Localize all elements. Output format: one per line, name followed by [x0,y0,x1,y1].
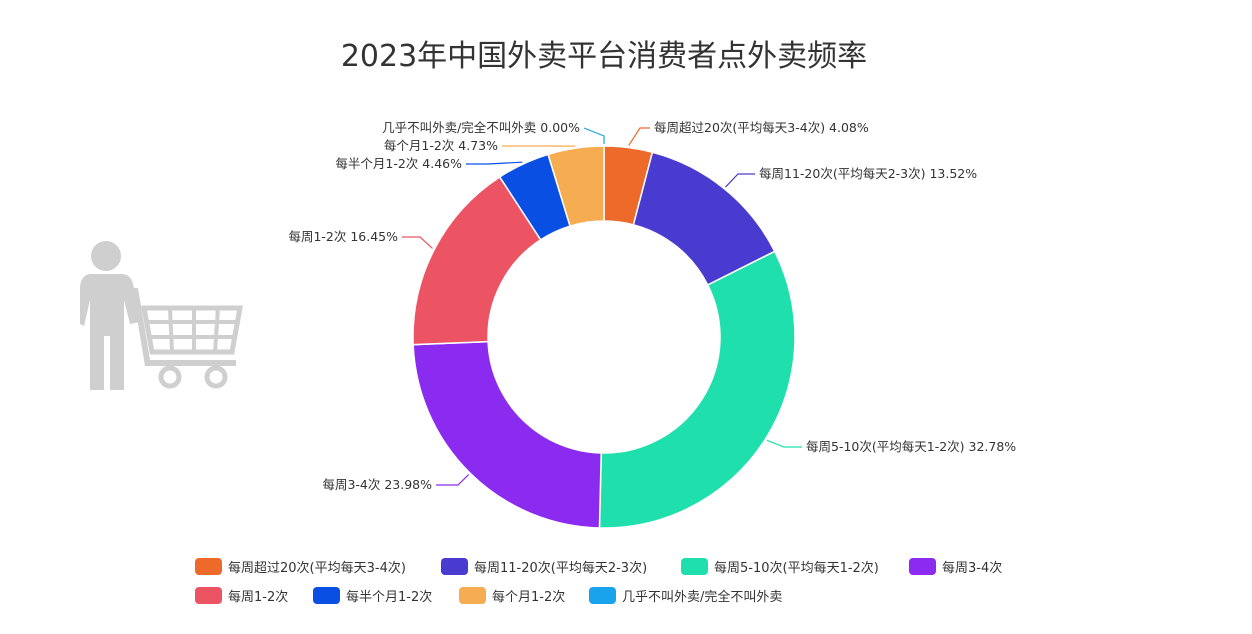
leader-line-8 [583,127,605,144]
legend-item-4[interactable]: 每周3-4次 [909,558,1002,576]
legend-swatch [195,587,222,604]
legend-label: 每半个月1-2次 [346,589,432,605]
person-with-shopping-cart-icon [80,241,243,390]
legend-item-6[interactable]: 每半个月1-2次 [313,587,432,605]
legend-item-1[interactable]: 每周超过20次(平均每天3-4次) [195,558,406,576]
slice-label-6: 每半个月1-2次 4.46% [335,156,462,171]
legend-label: 每周超过20次(平均每天3-4次) [228,560,406,576]
leader-line-4 [436,474,470,486]
leader-line-2 [725,173,755,188]
legend-label: 几乎不叫外卖/完全不叫外卖 [622,589,782,605]
leader-line-1 [628,127,650,146]
legend-label: 每周11-20次(平均每天2-3次) [474,560,647,576]
chart-title: 2023年中国外卖平台消费者点外卖频率 [341,39,867,74]
slice-label-8: 几乎不叫外卖/完全不叫外卖 0.00% [382,120,580,135]
pie-slice-4[interactable] [412,340,602,529]
leader-line-3 [766,439,802,448]
legend-item-2[interactable]: 每周11-20次(平均每天2-3次) [441,558,647,576]
legend-swatch [681,558,708,575]
legend-item-5[interactable]: 每周1-2次 [195,587,288,605]
legend-item-3[interactable]: 每周5-10次(平均每天1-2次) [681,558,879,576]
legend-swatch [459,587,486,604]
legend-swatch [313,587,340,604]
slice-label-5: 每周1-2次 16.45% [288,229,398,244]
legend-label: 每周1-2次 [228,589,288,605]
legend-label: 每周3-4次 [942,560,1002,576]
slice-label-3: 每周5-10次(平均每天1-2次) 32.78% [806,439,1016,454]
pie-slice-7[interactable] [547,145,605,228]
legend-item-8[interactable]: 几乎不叫外卖/完全不叫外卖 [589,587,782,605]
legend-swatch [441,558,468,575]
leader-line-5 [402,236,433,249]
legend-label: 每周5-10次(平均每天1-2次) [714,560,879,576]
pie-slice-3[interactable] [598,250,796,529]
slice-label-1: 每周超过20次(平均每天3-4次) 4.08% [654,120,869,135]
legend-swatch [195,558,222,575]
leader-line-6 [466,161,523,165]
slice-label-2: 每周11-20次(平均每天2-3次) 13.52% [759,166,977,181]
legend-swatch [909,558,936,575]
slice-label-7: 每个月1-2次 4.73% [384,138,498,153]
legend-label: 每个月1-2次 [492,589,565,605]
legend-swatch [589,587,616,604]
slice-label-4: 每周3-4次 23.98% [322,477,432,492]
legend-item-7[interactable]: 每个月1-2次 [459,587,565,605]
